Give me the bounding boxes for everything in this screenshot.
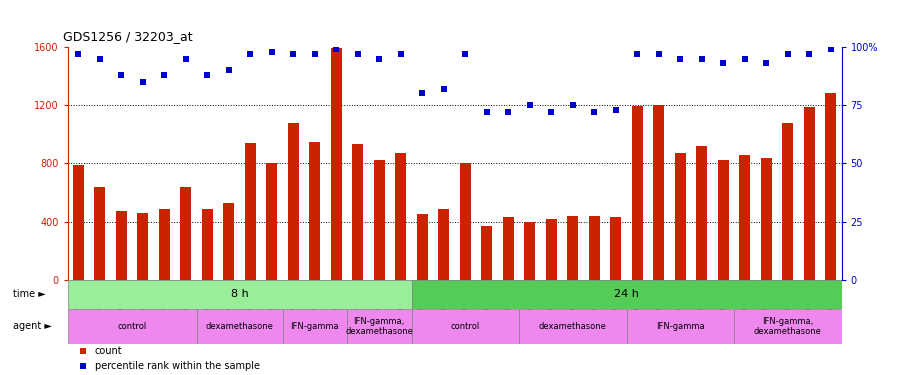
Bar [310, 141, 320, 280]
Text: dexamethasone: dexamethasone [539, 322, 607, 331]
Text: IFN-gamma,
dexamethasone: IFN-gamma, dexamethasone [346, 317, 413, 336]
Text: count: count [94, 346, 122, 356]
Bar [417, 214, 428, 280]
Bar [610, 217, 621, 280]
Bar [180, 187, 191, 280]
Bar [782, 123, 793, 280]
Bar [116, 211, 127, 280]
Bar [68, 280, 411, 309]
Bar [825, 93, 836, 280]
Bar [653, 105, 664, 280]
Text: time ►: time ► [14, 289, 46, 299]
Bar [589, 216, 599, 280]
Bar [626, 309, 734, 344]
Bar [632, 106, 643, 280]
Text: IFN-gamma,
dexamethasone: IFN-gamma, dexamethasone [754, 317, 822, 336]
Bar [546, 219, 556, 280]
Bar [283, 309, 347, 344]
Bar [525, 222, 535, 280]
Bar [245, 143, 256, 280]
Bar [734, 309, 842, 344]
Text: control: control [451, 322, 480, 331]
Bar [347, 309, 411, 344]
Bar [482, 226, 492, 280]
Bar [460, 164, 471, 280]
Bar [395, 153, 406, 280]
Text: IFN-gamma: IFN-gamma [291, 322, 339, 331]
Bar [697, 146, 707, 280]
Bar [196, 309, 283, 344]
Bar [519, 309, 626, 344]
Text: 24 h: 24 h [614, 289, 639, 299]
Bar [374, 160, 384, 280]
Text: percentile rank within the sample: percentile rank within the sample [94, 361, 259, 371]
Bar [331, 48, 342, 280]
Bar [503, 217, 514, 280]
Text: agent ►: agent ► [14, 321, 52, 332]
Text: GDS1256 / 32203_at: GDS1256 / 32203_at [63, 30, 193, 43]
Bar [760, 158, 771, 280]
Bar [223, 202, 234, 280]
Bar [411, 309, 519, 344]
Bar [740, 154, 750, 280]
Bar [94, 187, 105, 280]
Bar [138, 213, 148, 280]
Bar [567, 216, 578, 280]
Bar [266, 164, 277, 280]
Text: 8 h: 8 h [230, 289, 248, 299]
Bar [159, 209, 169, 280]
Text: dexamethasone: dexamethasone [205, 322, 274, 331]
Bar [68, 309, 196, 344]
Text: IFN-gamma: IFN-gamma [656, 322, 705, 331]
Bar [718, 160, 729, 280]
Bar [438, 209, 449, 280]
Bar [675, 153, 686, 280]
Bar [411, 280, 842, 309]
Bar [353, 144, 363, 280]
Bar [202, 209, 212, 280]
Bar [804, 106, 814, 280]
Bar [73, 165, 84, 280]
Bar [288, 123, 299, 280]
Text: control: control [117, 322, 147, 331]
